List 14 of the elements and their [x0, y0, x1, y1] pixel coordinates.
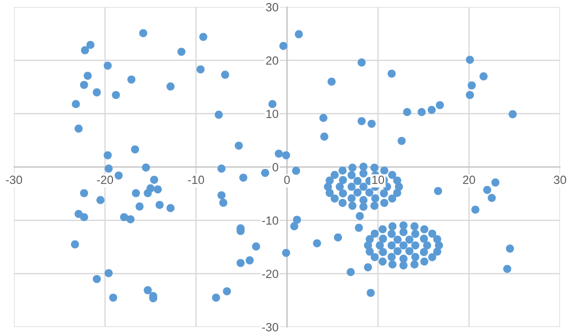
x-tick-label: 10	[372, 176, 384, 184]
x-tick-label: -30	[6, 176, 22, 184]
x-tick-label: -10	[188, 176, 204, 184]
y-tick-label: -20	[262, 270, 278, 278]
x-tick-label: 30	[554, 176, 566, 184]
y-tick-label: 30	[266, 3, 278, 12]
y-tick-label: -10	[262, 216, 278, 225]
y-tick-label: 20	[266, 56, 278, 65]
y-tick-label: 0	[272, 163, 278, 172]
y-tick-label: -30	[262, 323, 278, 332]
x-tick-label: 0	[284, 176, 290, 184]
x-tick-label: 20	[463, 176, 476, 184]
y-tick-label: 10	[266, 110, 278, 118]
x-tick-label: -20	[96, 176, 114, 184]
